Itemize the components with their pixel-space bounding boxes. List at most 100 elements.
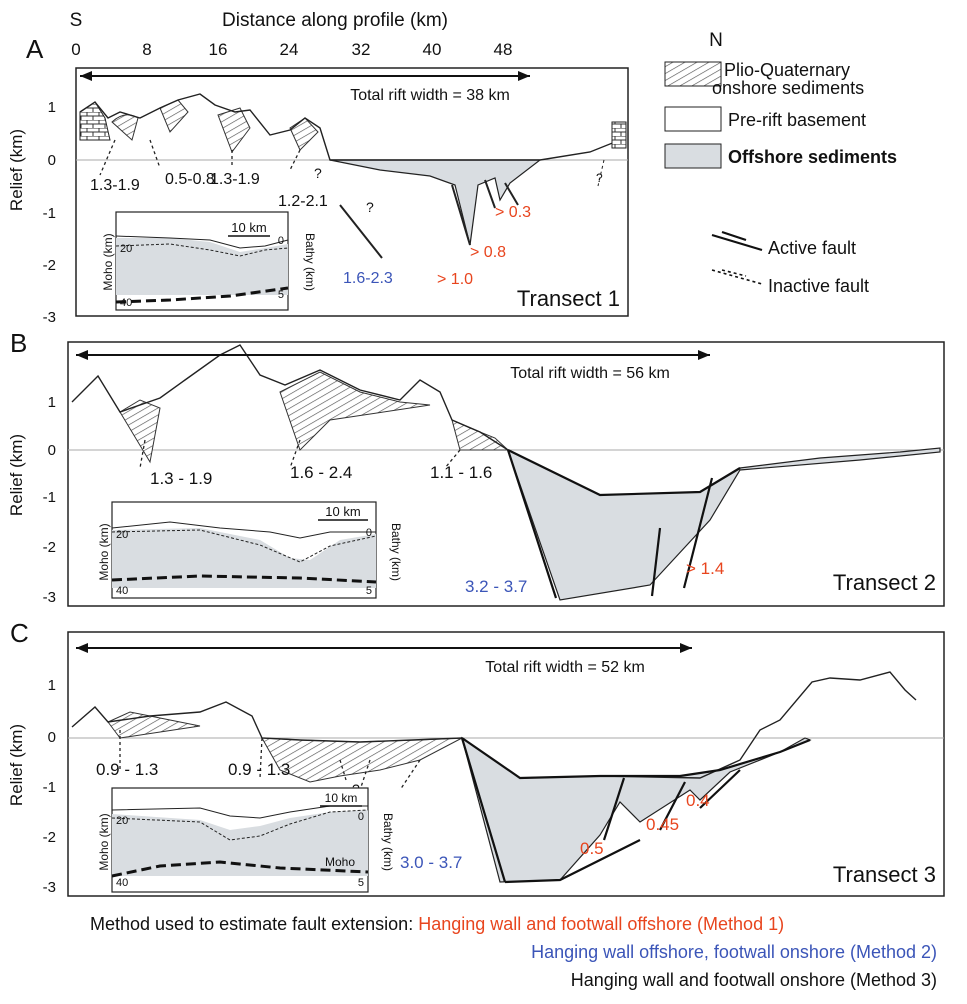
extension-label-method3: 1.1 - 1.6 — [430, 463, 492, 482]
extension-label-method3: 0.9 - 1.3 — [96, 760, 158, 779]
extension-label-method2: 1.6-2.3 — [343, 270, 393, 287]
hatched-sediment — [289, 117, 319, 151]
legend-active-fault-symbol — [711, 230, 763, 252]
x-tick-label: 24 — [280, 40, 299, 59]
inset-scale: 10 km — [231, 220, 266, 235]
extension-label-method2: 3.0 - 3.7 — [400, 853, 462, 872]
extension-label-method1: > 0.8 — [470, 244, 506, 261]
legend-active: Active fault — [768, 238, 856, 258]
y-tick-label: -1 — [43, 779, 56, 796]
svg-text:0: 0 — [278, 235, 284, 247]
extension-label-method1: 0.4 — [686, 791, 710, 810]
offshore-sediment-basin — [329, 159, 542, 246]
panel-frame — [67, 341, 945, 607]
extension-label-method3: 1.3-1.9 — [90, 177, 140, 194]
panel-c: C Relief (km) 1 0 -1 -2 -3 Total rift wi… — [7, 618, 945, 897]
inset-bathy-axis: Bathy (km) — [303, 233, 317, 291]
extension-label-method3: 1.3 - 1.9 — [150, 469, 212, 488]
transect-title: Transect 3 — [833, 862, 936, 887]
x-tick-label: 8 — [142, 40, 151, 59]
y-tick-label: -2 — [43, 829, 56, 846]
legend-plio-2: onshore sediments — [712, 78, 864, 98]
extension-label-method3: 1.2-2.1 — [278, 193, 328, 210]
inset-moho-axis: Moho (km) — [101, 233, 115, 290]
question-mark: ? — [314, 165, 322, 181]
y-tick-label: 1 — [48, 394, 56, 411]
inset-bathy-axis: Bathy (km) — [389, 523, 403, 581]
caption-method1: Hanging wall and footwall offshore (Meth… — [418, 914, 785, 934]
caption-method2: Hanging wall offshore, footwall onshore … — [531, 942, 937, 962]
extension-label-method3: 0.9 - 1.3 — [228, 760, 290, 779]
panel-letter: A — [26, 34, 44, 64]
caption-line-1: Method used to estimate fault extension:… — [90, 912, 784, 936]
question-mark: ? — [366, 199, 374, 215]
prerift-brick-block — [79, 101, 111, 141]
rift-width-label: Total rift width = 52 km — [485, 659, 645, 676]
y-axis-label: Relief (km) — [7, 724, 26, 806]
panel-b: B Relief (km) 1 0 -1 -2 -3 Total rift wi… — [7, 328, 945, 607]
north-label: N — [709, 30, 723, 51]
inset-moho-c: 10 km Moho Moho (km) Bathy (km) 20 40 0 … — [97, 787, 395, 893]
top-distance-axis: Distance along profile (km) S 0 8 16 24 … — [70, 10, 513, 59]
legend: N Plio-Quaternary onshore sediments Pre-… — [664, 30, 897, 296]
y-tick-label: -3 — [43, 589, 56, 606]
y-tick-label: -3 — [43, 309, 56, 326]
extension-label-method3: 1.6 - 2.4 — [290, 463, 352, 482]
caption-method3: Hanging wall and footwall onshore (Metho… — [570, 970, 937, 990]
inactive-fault — [597, 159, 605, 187]
inactive-fault — [119, 730, 421, 791]
y-tick-label: 1 — [48, 99, 56, 116]
hatched-sediment — [217, 107, 251, 154]
active-fault — [506, 449, 714, 599]
legend-offshore: Offshore sediments — [728, 147, 897, 167]
legend-inactive-fault-symbol — [711, 269, 763, 285]
panel-frame — [67, 631, 945, 897]
inset-moho-axis: Moho (km) — [97, 813, 111, 870]
rift-width-label: Total rift width = 38 km — [350, 87, 510, 104]
y-tick-label: -2 — [43, 257, 56, 274]
active-fault — [460, 737, 811, 884]
inactive-fault — [99, 139, 301, 176]
panel-letter: C — [10, 618, 29, 648]
topographic-profile — [71, 344, 509, 451]
svg-text:5: 5 — [358, 877, 364, 889]
active-fault — [339, 179, 519, 259]
legend-prerift: Pre-rift basement — [728, 110, 866, 130]
svg-text:20: 20 — [116, 815, 128, 827]
y-tick-label: 0 — [48, 152, 56, 169]
y-tick-label: -3 — [43, 879, 56, 896]
hatched-sediment — [261, 737, 463, 783]
x-tick-label: 0 — [71, 40, 80, 59]
extension-label-method2: 3.2 - 3.7 — [465, 577, 527, 596]
hatched-sediment — [111, 114, 139, 141]
x-tick-label: 40 — [423, 40, 442, 59]
transect-title: Transect 1 — [517, 286, 620, 311]
legend-swatch-offshore — [664, 143, 722, 169]
inactive-fault — [139, 439, 461, 469]
inset-moho-a: 10 km Moho (km) Bathy (km) 20 40 0 5 — [101, 211, 317, 311]
y-tick-label: -1 — [43, 489, 56, 506]
svg-text:0: 0 — [358, 811, 364, 823]
svg-text:40: 40 — [116, 585, 128, 597]
inset-moho-b: 10 km Moho (km) Bathy (km) 20 40 0 5 — [97, 501, 403, 599]
svg-text:20: 20 — [116, 529, 128, 541]
extension-label-method1: > 1.4 — [686, 559, 724, 578]
inset-scale: 10 km — [325, 791, 358, 805]
legend-plio-1: Plio-Quaternary — [724, 60, 850, 80]
inset-moho-axis: Moho (km) — [97, 523, 111, 580]
panel-a: A Relief (km) 1 0 -1 -2 -3 Total rift wi… — [7, 34, 629, 326]
extension-label-method3: 0.5-0.8 — [165, 171, 215, 188]
south-label: S — [70, 10, 83, 31]
question-mark: ? — [596, 171, 603, 185]
rift-width-label: Total rift width = 56 km — [510, 365, 670, 382]
y-tick-label: 0 — [48, 442, 56, 459]
extension-label-method1: 0.5 — [580, 839, 604, 858]
legend-inactive: Inactive fault — [768, 276, 869, 296]
hatched-sediment — [119, 399, 161, 464]
legend-swatch-prerift — [664, 106, 722, 132]
y-tick-label: 1 — [48, 677, 56, 694]
inset-bathy-axis: Bathy (km) — [381, 813, 395, 871]
hatched-sediment — [159, 99, 189, 133]
svg-text:20: 20 — [120, 243, 132, 255]
